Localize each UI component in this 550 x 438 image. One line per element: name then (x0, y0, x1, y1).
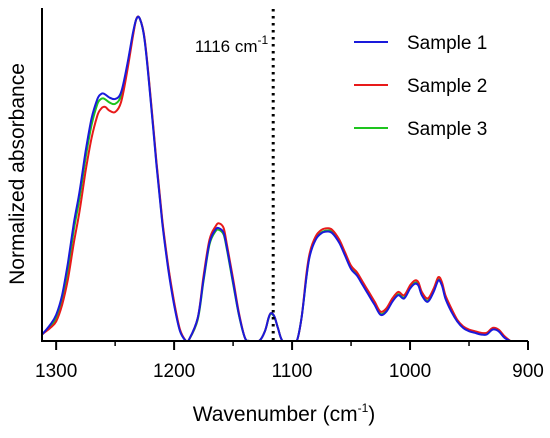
legend: Sample 1 Sample 2 Sample 3 (354, 33, 487, 140)
x-tick-label: 1200 (153, 361, 195, 382)
x-tick-label: 900 (512, 361, 544, 382)
x-tick-label: 1100 (272, 361, 313, 382)
legend-label: Sample 1 (407, 33, 487, 54)
legend-label: Sample 3 (407, 119, 487, 140)
series-line-sample-1 (42, 15, 511, 341)
x-tick-label: 1300 (35, 361, 77, 382)
reference-line-label: 1116 cm-1 (195, 33, 269, 56)
y-axis-label: Normalized absorbance (6, 63, 29, 285)
x-tick-label: 1000 (389, 361, 431, 382)
legend-label: Sample 2 (407, 76, 487, 97)
plot-area (42, 15, 511, 341)
x-axis-ticks: 1300 1200 1100 1000 900 (35, 341, 544, 382)
x-axis-label: Wavenumber (cm-1) (193, 401, 376, 426)
